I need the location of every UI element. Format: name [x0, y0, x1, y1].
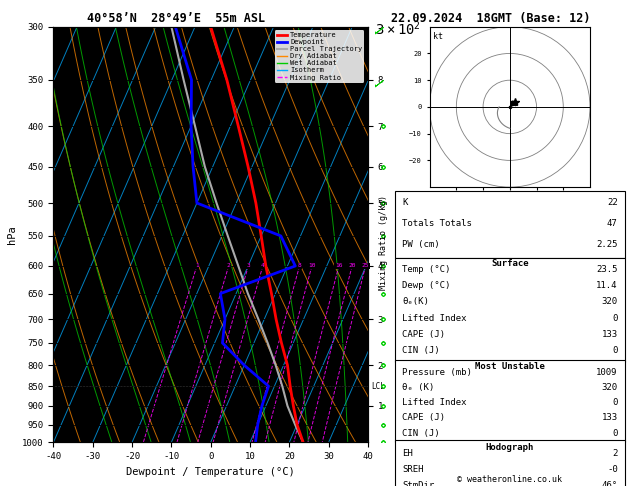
Text: 2: 2 [613, 449, 618, 458]
Legend: Temperature, Dewpoint, Parcel Trajectory, Dry Adiabat, Wet Adiabat, Isotherm, Mi: Temperature, Dewpoint, Parcel Trajectory… [275, 30, 364, 83]
Text: 320: 320 [601, 297, 618, 306]
Text: 10: 10 [308, 263, 316, 268]
Text: 2.25: 2.25 [596, 240, 618, 249]
Text: Dewp (°C): Dewp (°C) [402, 281, 450, 290]
Text: 320: 320 [601, 383, 618, 392]
Text: PW (cm): PW (cm) [402, 240, 440, 249]
Y-axis label: km
ASL: km ASL [427, 226, 448, 243]
Text: Mixing Ratio (g/kg): Mixing Ratio (g/kg) [379, 195, 387, 291]
Text: Lifted Index: Lifted Index [402, 313, 466, 323]
Text: 0: 0 [613, 399, 618, 407]
Text: 1: 1 [195, 263, 199, 268]
Text: CIN (J): CIN (J) [402, 429, 440, 438]
Text: 47: 47 [607, 219, 618, 228]
Text: Most Unstable: Most Unstable [475, 362, 545, 371]
Bar [395, 191, 625, 259]
Text: θₑ (K): θₑ (K) [402, 383, 434, 392]
Text: 22: 22 [607, 198, 618, 207]
Text: 2: 2 [227, 263, 230, 268]
Text: Hodograph: Hodograph [486, 443, 534, 452]
Bar [395, 259, 625, 362]
Text: CAPE (J): CAPE (J) [402, 414, 445, 422]
Text: 8: 8 [298, 263, 301, 268]
Text: Lifted Index: Lifted Index [402, 399, 466, 407]
Text: Totals Totals: Totals Totals [402, 219, 472, 228]
Text: Pressure (mb): Pressure (mb) [402, 368, 472, 377]
Bar [395, 360, 625, 442]
Bar [395, 440, 625, 486]
Text: kt: kt [433, 32, 443, 40]
Text: StmDir: StmDir [402, 481, 434, 486]
Text: 1009: 1009 [596, 368, 618, 377]
Text: 16: 16 [335, 263, 343, 268]
Text: 0: 0 [613, 347, 618, 355]
Text: SREH: SREH [402, 465, 423, 474]
Text: CIN (J): CIN (J) [402, 347, 440, 355]
Text: 3: 3 [247, 263, 250, 268]
Text: 22.09.2024  18GMT (Base: 12): 22.09.2024 18GMT (Base: 12) [391, 12, 591, 25]
Text: 40°58’N  28°49’E  55m ASL: 40°58’N 28°49’E 55m ASL [87, 12, 265, 25]
Text: EH: EH [402, 449, 413, 458]
Text: Temp (°C): Temp (°C) [402, 265, 450, 274]
Text: 133: 133 [601, 330, 618, 339]
Text: 23.5: 23.5 [596, 265, 618, 274]
Text: Surface: Surface [491, 259, 528, 268]
Y-axis label: hPa: hPa [7, 225, 17, 244]
Text: 0: 0 [613, 429, 618, 438]
Text: θₑ(K): θₑ(K) [402, 297, 429, 306]
Text: 0: 0 [613, 313, 618, 323]
Text: 4: 4 [261, 263, 265, 268]
Text: -0: -0 [607, 465, 618, 474]
Text: 46°: 46° [601, 481, 618, 486]
Text: 133: 133 [601, 414, 618, 422]
Text: CAPE (J): CAPE (J) [402, 330, 445, 339]
Text: 20: 20 [348, 263, 356, 268]
Text: K: K [402, 198, 407, 207]
X-axis label: Dewpoint / Temperature (°C): Dewpoint / Temperature (°C) [126, 467, 295, 477]
Text: LCL: LCL [371, 382, 385, 391]
Text: © weatheronline.co.uk: © weatheronline.co.uk [457, 474, 562, 484]
Text: 11.4: 11.4 [596, 281, 618, 290]
Text: 25: 25 [362, 263, 369, 268]
